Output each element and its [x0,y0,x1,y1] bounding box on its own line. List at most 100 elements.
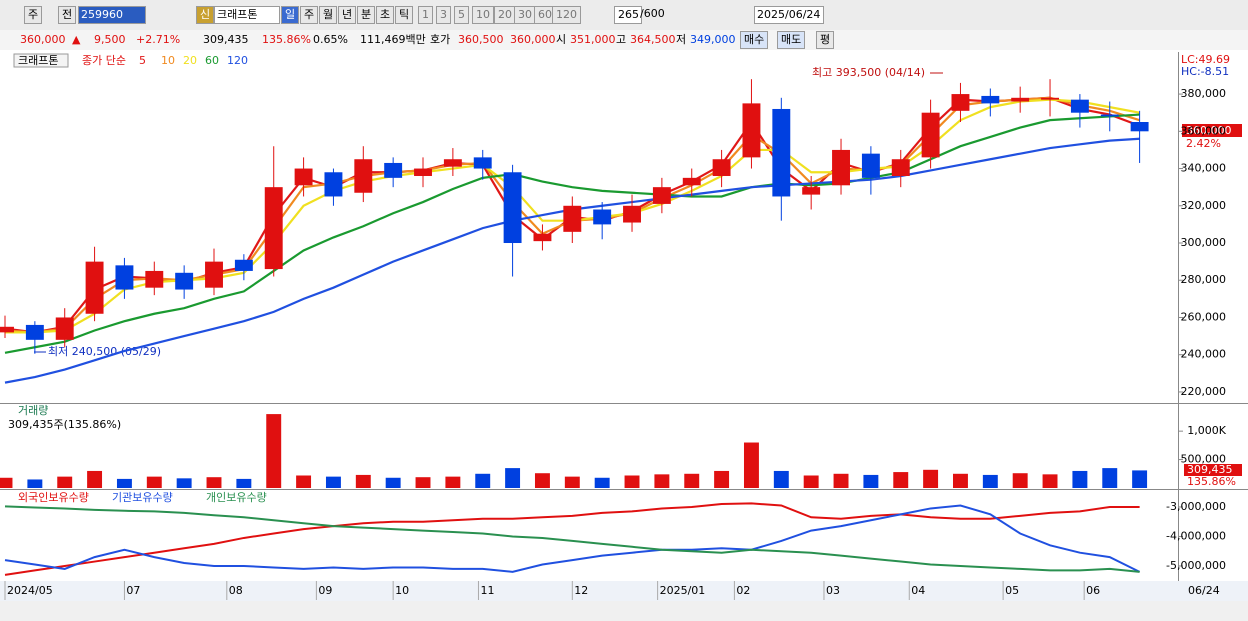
volume-bar [1132,470,1148,488]
period-tick[interactable]: 틱 [395,6,414,24]
volume-bar [624,475,640,488]
candle-body [1070,99,1089,113]
y-tick-label: 340,000 [1181,162,1227,175]
x-tick-label: 08 [229,584,243,597]
y-tick-label: 320,000 [1181,199,1227,212]
volume-bar [534,473,550,488]
interval[interactable]: 10 [472,6,494,24]
open: 351,000 [570,33,616,46]
x-tick-label: 10 [395,584,409,597]
volume-bar [325,476,341,488]
y-tick-label: 360,000 [1181,124,1227,137]
period-day[interactable]: 일 [281,6,300,24]
volume-bar [773,470,789,488]
candle-body [145,270,164,288]
volume-bar [982,474,998,488]
volume-bar [923,469,939,488]
y-tick-label: 1,000K [1187,424,1226,437]
interval[interactable]: 3 [436,6,451,24]
volume-bar [684,473,700,488]
volume-bar [863,474,879,488]
stock-name: 크래프톤 [214,6,280,24]
price-rate: 2.42% [1186,137,1221,150]
candle-body [742,103,761,158]
legend-title: 종가 단순 [82,54,126,67]
series-line [4,505,1140,573]
y-tick-label: 240,000 [1181,348,1227,361]
volume-bar [1012,473,1028,488]
y-tick-label: 500,000 [1181,453,1227,466]
ask: 360,500 [458,33,504,46]
time-axis-bg [0,581,1248,601]
x-tick-label: 04 [911,584,925,597]
candle-body [981,95,1000,104]
candle-body [861,153,880,178]
period-year[interactable]: 년 [338,6,357,24]
candle-body [951,94,970,111]
eval-button[interactable]: 평 [816,31,835,49]
legend-entry: 기관보유수량 [112,491,173,504]
new-tag[interactable]: 신 [196,6,215,24]
interval[interactable]: 120 [552,6,581,24]
volume-bar [266,414,282,488]
chart: 크래프톤 종가 단순 최고 393,500 (04/14) 최저 240,500… [0,50,1248,621]
y-tick-label: 280,000 [1181,273,1227,286]
candle-body [593,209,612,225]
volume-bar [0,477,13,488]
volume-tag [1184,464,1242,476]
series-line [4,502,1140,576]
count-input[interactable]: 265 [614,6,642,24]
candle-body [25,324,44,340]
candle-body [563,205,582,232]
volume-bar [1042,474,1058,488]
interval[interactable]: 30 [514,6,536,24]
lc-label: LC:49.69 [1181,53,1230,66]
x-tick-label: 2024/05 [7,584,53,597]
symbol-box [13,53,69,68]
candle-body [712,159,731,176]
volume-tag-text: 309,435 [1187,463,1233,476]
volume-bar [355,474,371,488]
price-tag-text: 360,000 [1186,124,1232,137]
volume-bar [236,478,252,488]
interval[interactable]: 5 [454,6,469,24]
period-minute[interactable]: 분 [357,6,376,24]
x-tick-label: 2025/01 [660,584,706,597]
candle-body [623,205,641,223]
candle-body [205,261,223,288]
bid: 360,000 [510,33,556,46]
x-tick-label: 09 [318,584,332,597]
quote-label: 호가 [430,33,451,46]
volume-bar [952,473,968,488]
volume-bar [1102,468,1118,488]
volume-bar [116,478,132,488]
code-input[interactable]: 259960 [78,6,146,24]
interval[interactable]: 20 [494,6,516,24]
candle-body [1130,122,1149,132]
market-select[interactable]: 주 [24,6,43,24]
volume-bar [564,476,580,488]
end-date-label: 06/24 [1188,584,1220,597]
date-input[interactable]: 2025/06/24 [754,6,824,24]
candle-body [1100,114,1119,117]
sell-button[interactable]: 매도 [777,31,806,49]
buy-button[interactable]: 매수 [740,31,769,49]
interval[interactable]: 1 [418,6,433,24]
x-tick-label: 12 [574,584,588,597]
volume-bar [594,477,610,488]
volume-rate: 135.86% [262,33,311,46]
type-select[interactable]: 전 [58,6,77,24]
candle-body [175,272,194,290]
volume-title: 거래량 [18,404,48,417]
price: 360,000 [20,33,66,46]
turnover: 0.65% [313,33,348,46]
period-month[interactable]: 월 [319,6,338,24]
toolbar-row1: 주 전 259960 신 크래프톤 일 주 월 년 분 초 틱 1 3 5 10… [0,0,1248,31]
candle-body [533,233,552,242]
candle-body [294,168,313,186]
volume-bar [1072,470,1088,488]
scroll-bar[interactable] [0,601,1248,621]
period-second[interactable]: 초 [376,6,395,24]
period-week[interactable]: 주 [300,6,319,24]
